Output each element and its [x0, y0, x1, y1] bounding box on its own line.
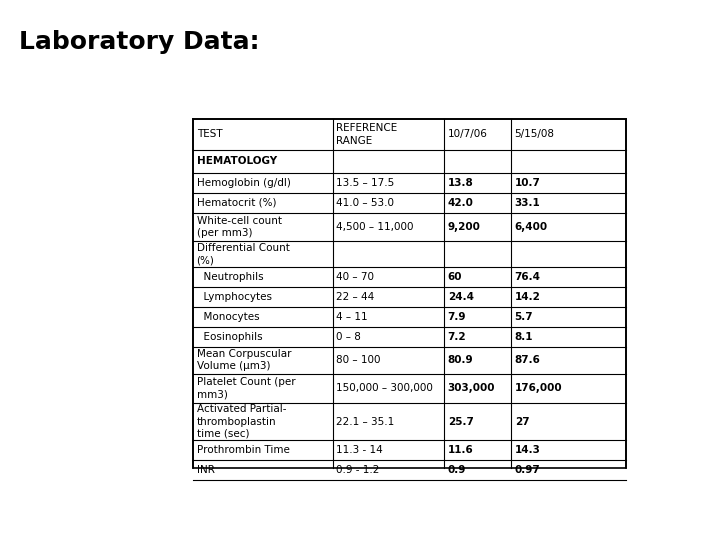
- Text: Eosinophils: Eosinophils: [197, 332, 262, 342]
- Text: 9,200: 9,200: [448, 222, 480, 232]
- Text: Differential Count
(%): Differential Count (%): [197, 243, 289, 265]
- Text: 41.0 – 53.0: 41.0 – 53.0: [336, 198, 394, 208]
- Text: TEST: TEST: [197, 130, 222, 139]
- Text: Laboratory Data:: Laboratory Data:: [19, 30, 260, 53]
- Text: 176,000: 176,000: [515, 383, 562, 393]
- Text: Lymphocytes: Lymphocytes: [197, 292, 271, 302]
- Text: 24.4: 24.4: [448, 292, 474, 302]
- Text: 14.3: 14.3: [515, 446, 541, 455]
- Text: 11.6: 11.6: [448, 446, 474, 455]
- Text: 0.9 - 1.2: 0.9 - 1.2: [336, 465, 379, 475]
- Text: 8.1: 8.1: [515, 332, 533, 342]
- Text: Monocytes: Monocytes: [197, 312, 259, 322]
- Text: 76.4: 76.4: [515, 272, 541, 282]
- Text: Prothrombin Time: Prothrombin Time: [197, 446, 289, 455]
- Text: 0 – 8: 0 – 8: [336, 332, 361, 342]
- Text: 7.2: 7.2: [448, 332, 467, 342]
- Text: Hemoglobin (g/dl): Hemoglobin (g/dl): [197, 178, 290, 188]
- Text: 27: 27: [515, 416, 529, 427]
- Text: 7.9: 7.9: [448, 312, 466, 322]
- Text: 13.8: 13.8: [448, 178, 474, 188]
- Text: 40 – 70: 40 – 70: [336, 272, 374, 282]
- Text: 150,000 – 300,000: 150,000 – 300,000: [336, 383, 433, 393]
- Text: 13.5 – 17.5: 13.5 – 17.5: [336, 178, 395, 188]
- Text: HEMATOLOGY: HEMATOLOGY: [197, 157, 276, 166]
- Text: 10/7/06: 10/7/06: [448, 130, 487, 139]
- Text: 11.3 - 14: 11.3 - 14: [336, 446, 383, 455]
- Text: Mean Corpuscular
Volume (μm3): Mean Corpuscular Volume (μm3): [197, 349, 291, 372]
- Text: 22 – 44: 22 – 44: [336, 292, 374, 302]
- Text: White-cell count
(per mm3): White-cell count (per mm3): [197, 216, 282, 238]
- Bar: [193, 119, 626, 468]
- Text: 80.9: 80.9: [448, 355, 473, 365]
- Text: 4,500 – 11,000: 4,500 – 11,000: [336, 222, 413, 232]
- Text: 25.7: 25.7: [448, 416, 474, 427]
- Text: 42.0: 42.0: [448, 198, 474, 208]
- Text: Platelet Count (per
mm3): Platelet Count (per mm3): [197, 377, 295, 400]
- Text: INR: INR: [197, 465, 215, 475]
- Text: 5/15/08: 5/15/08: [515, 130, 554, 139]
- Text: Neutrophils: Neutrophils: [197, 272, 264, 282]
- Text: 0.9: 0.9: [448, 465, 466, 475]
- Text: 10.7: 10.7: [515, 178, 541, 188]
- Text: 87.6: 87.6: [515, 355, 541, 365]
- Text: REFERENCE
RANGE: REFERENCE RANGE: [336, 123, 397, 146]
- Text: 303,000: 303,000: [448, 383, 495, 393]
- Text: 4 – 11: 4 – 11: [336, 312, 368, 322]
- Text: 5.7: 5.7: [515, 312, 534, 322]
- Text: Activated Partial-
thromboplastin
time (sec): Activated Partial- thromboplastin time (…: [197, 404, 286, 439]
- Text: 33.1: 33.1: [515, 198, 541, 208]
- Text: 80 – 100: 80 – 100: [336, 355, 381, 365]
- Text: 6,400: 6,400: [515, 222, 548, 232]
- Text: 0.97: 0.97: [515, 465, 541, 475]
- Text: 14.2: 14.2: [515, 292, 541, 302]
- Text: 60: 60: [448, 272, 462, 282]
- Text: Hematocrit (%): Hematocrit (%): [197, 198, 276, 208]
- Text: 22.1 – 35.1: 22.1 – 35.1: [336, 416, 395, 427]
